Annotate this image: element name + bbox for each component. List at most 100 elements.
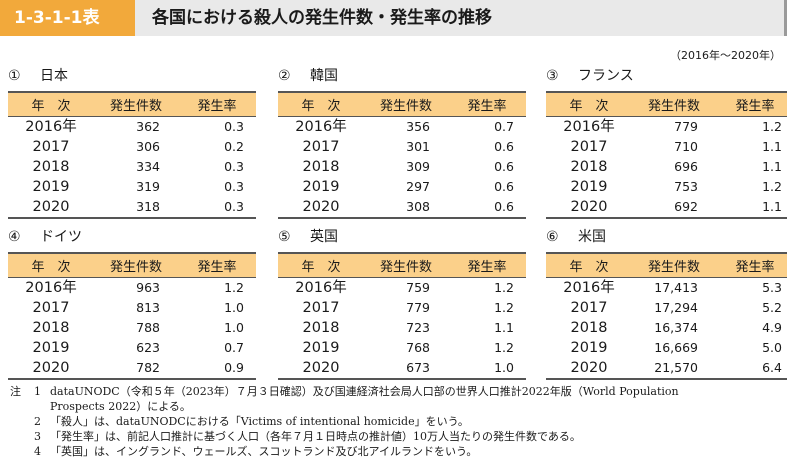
rate-cell: 0.7	[224, 339, 244, 355]
note-4: 4 「英国」は、イングランド、ウェールズ、スコットランド及び北アイルランドをいう…	[10, 444, 780, 459]
year-cell: 2017	[32, 138, 70, 155]
table-row: 2020 673 1.0	[278, 357, 526, 380]
rate-cell: 1.2	[224, 279, 244, 295]
rate-cell: 5.2	[762, 299, 782, 315]
column-header: 発生率	[448, 91, 526, 117]
column-header: 発生件数	[364, 252, 448, 278]
table-row: 2017 301 0.6	[278, 137, 526, 157]
column-header: 発生率	[448, 252, 526, 278]
year-cell: 2016年	[563, 279, 615, 296]
year-cell: 2016年	[295, 118, 347, 135]
year-cell: 2017	[570, 299, 608, 316]
header-row: 年 次発生件数 発生率	[8, 91, 256, 117]
year-cell: 2018	[32, 319, 70, 336]
rate-cell: 0.7	[494, 118, 514, 134]
column-header: 年 次	[278, 91, 364, 117]
count-cell: 306	[136, 138, 160, 154]
table-row: 2020 21,570 6.4	[546, 357, 787, 380]
rate-cell: 1.1	[716, 196, 787, 219]
note-number: 4	[34, 445, 41, 458]
count-cell: 309	[406, 158, 430, 174]
count-cell: 17,294	[654, 299, 698, 315]
table-row: 2019 623 0.7	[8, 338, 256, 358]
table-row: 2018 16,374 4.9	[546, 318, 787, 338]
note-2: 2 「殺人」は、dataUNODCにおける「Victims of intenti…	[10, 414, 780, 429]
count-cell: 710	[674, 138, 698, 154]
year-cell: 2019	[32, 178, 70, 195]
rate-cell: 0.6	[494, 178, 514, 194]
country-name: 英国	[310, 229, 338, 245]
table-row: 2019 319 0.3	[8, 177, 256, 197]
year-cell: 2019	[302, 339, 340, 356]
panel-number: ④	[8, 229, 21, 245]
count-cell: 623	[136, 339, 160, 355]
year-cell: 2018	[32, 158, 70, 175]
year-cell: 2017	[570, 138, 608, 155]
rate-cell: 1.0	[224, 299, 244, 315]
count-cell: 362	[136, 118, 160, 134]
rate-cell: 1.2	[762, 118, 782, 134]
column-header: 年 次	[8, 252, 94, 278]
panel-heading: ① 日本	[8, 66, 256, 86]
count-cell: 318	[94, 196, 178, 219]
count-cell: 782	[94, 357, 178, 380]
panel-heading: ⑥ 米国	[546, 227, 787, 247]
header-row: 年 次発生件数 発生率	[278, 252, 526, 278]
count-cell: 356	[406, 118, 430, 134]
panel-number: ⑥	[546, 229, 559, 245]
column-header: 発生率	[716, 252, 787, 278]
count-cell: 308	[364, 196, 448, 219]
notes-section: 注 1 dataUNODC（令和５年（2023年）７月３日確認）及び国連経済社会…	[10, 384, 780, 459]
column-header: 発生件数	[94, 91, 178, 117]
table-row: 2019 297 0.6	[278, 177, 526, 197]
panel-heading: ⑤ 英国	[278, 227, 526, 247]
rate-cell: 0.3	[224, 118, 244, 134]
column-header: 年 次	[546, 252, 632, 278]
count-cell: 696	[674, 158, 698, 174]
count-cell: 692	[632, 196, 716, 219]
year-cell: 2018	[302, 319, 340, 336]
column-header: 年 次	[546, 91, 632, 117]
title-bar: 1-3-1-1表 各国における殺人の発生件数・発生率の推移	[0, 0, 787, 36]
table-row: 2020 692 1.1	[546, 196, 787, 219]
note-lead-label: 注	[10, 385, 21, 398]
rate-cell: 1.1	[762, 158, 782, 174]
year-cell: 2016年	[295, 279, 347, 296]
rate-cell: 1.0	[448, 357, 526, 380]
table-id-badge: 1-3-1-1表	[0, 0, 135, 36]
table-row: 2016年 759 1.2	[278, 277, 526, 298]
data-table: 年 次発生件数 発生率 2016年 759 1.2 2017 779 1.2 2018 723 1.…	[278, 252, 526, 380]
table-row: 2016年 963 1.2	[8, 277, 256, 298]
country-panel: ② 韓国年 次発生件数 発生率 2016年 356 0.7 2017 301 0.6 2018 30…	[278, 66, 526, 219]
country-panel: ⑥ 米国年 次発生件数 発生率 2016年 17,413 5.3 2017 17,294 5.2…	[546, 227, 787, 380]
column-header: 年 次	[8, 91, 94, 117]
rate-cell: 0.2	[224, 138, 244, 154]
year-cell: 2016年	[25, 118, 77, 135]
header-row: 年 次発生件数 発生率	[278, 91, 526, 117]
panel-number: ⑤	[278, 229, 291, 245]
note-text: 「殺人」は、dataUNODCにおける「Victims of intention…	[50, 415, 469, 428]
count-cell: 673	[364, 357, 448, 380]
column-header: 発生件数	[364, 91, 448, 117]
count-cell: 17,413	[654, 279, 698, 295]
year-cell: 2018	[570, 158, 608, 175]
table-row: 2016年 17,413 5.3	[546, 277, 787, 298]
note-1-continuation: Prospects 2022）による。	[50, 400, 191, 413]
year-cell: 2020	[546, 196, 632, 219]
table-row: 2019 753 1.2	[546, 177, 787, 197]
country-name: ドイツ	[40, 229, 82, 245]
panel-number: ②	[278, 68, 291, 84]
rate-cell: 0.6	[494, 158, 514, 174]
year-cell: 2017	[32, 299, 70, 316]
country-panel: ⑤ 英国年 次発生件数 発生率 2016年 759 1.2 2017 779 1.2 2018 72…	[278, 227, 526, 380]
table-row: 2017 779 1.2	[278, 298, 526, 318]
table-row: 2016年 779 1.2	[546, 116, 787, 137]
note-number: 3	[34, 430, 41, 443]
column-header: 発生率	[178, 252, 256, 278]
note-text: 「発生率」は、前記人口推計に基づく人口（各年７月１日時点の推計値）10万人当たり…	[50, 430, 581, 443]
panel-number: ①	[8, 68, 21, 84]
note-text: 「英国」は、イングランド、ウェールズ、スコットランド及び北アイルランドをいう。	[50, 445, 478, 458]
count-cell: 963	[136, 279, 160, 295]
count-cell: 334	[136, 158, 160, 174]
year-cell: 2019	[570, 339, 608, 356]
